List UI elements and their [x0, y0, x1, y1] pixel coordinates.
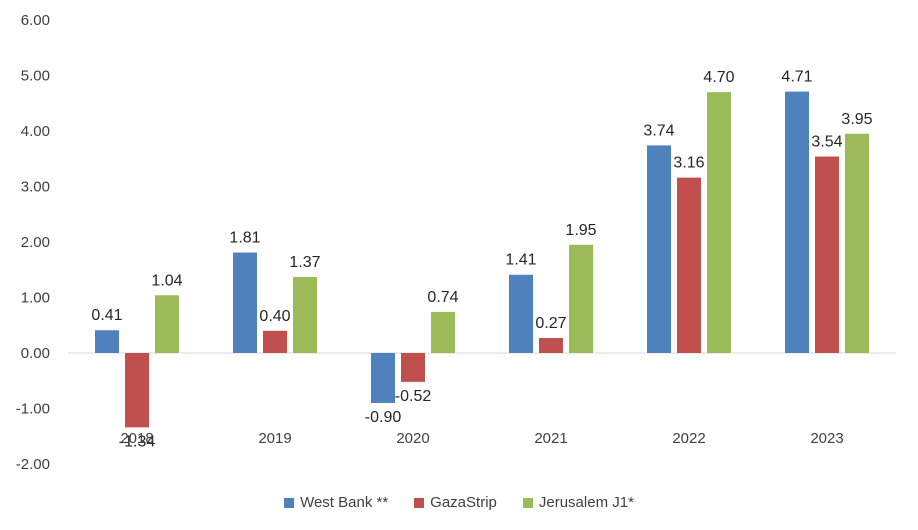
data-label: 0.40	[259, 308, 290, 325]
x-tick-label: 2022	[672, 430, 705, 447]
data-label: -0.52	[395, 388, 432, 405]
data-label: 0.74	[427, 289, 458, 306]
legend-swatch-west-bank	[284, 497, 295, 508]
data-label: -0.90	[365, 409, 402, 426]
bar-2021-series-0	[509, 274, 533, 353]
legend-swatch-jerusalem	[522, 497, 533, 508]
legend: West Bank ** GazaStrip Jerusalem J1*	[0, 494, 918, 511]
data-label: 3.95	[841, 111, 872, 128]
data-label: 1.81	[229, 230, 260, 247]
data-label: 1.95	[565, 222, 596, 239]
legend-label-jerusalem: Jerusalem J1*	[538, 494, 634, 511]
bar-2019-series-0	[233, 252, 257, 353]
bar-2018-series-1	[125, 353, 149, 428]
data-label: 1.04	[151, 272, 182, 289]
legend-item-jerusalem: Jerusalem J1*	[522, 494, 634, 511]
y-tick-label: 3.00	[21, 179, 50, 196]
bar-chart: 6.00 5.00 4.00 3.00 2.00 1.00 0.00 -1.00 -2.00 0.…	[16, 12, 896, 473]
y-tick-label: 4.00	[21, 123, 50, 140]
x-tick-label: 2023	[810, 430, 843, 447]
y-tick-label: -2.00	[16, 456, 50, 473]
y-tick-label: 1.00	[21, 290, 50, 307]
data-label: 4.70	[703, 69, 734, 86]
y-tick-label: 6.00	[21, 12, 50, 29]
y-tick-label: 2.00	[21, 234, 50, 251]
bar-2020-series-0	[371, 353, 395, 403]
bar-2023-series-1	[815, 156, 839, 353]
bar-2018-series-0	[95, 330, 119, 353]
x-tick-label: 2019	[258, 430, 291, 447]
bar-2021-series-2	[569, 244, 593, 353]
data-label: 3.74	[643, 122, 674, 139]
data-label: 4.71	[781, 69, 812, 86]
data-label: 1.37	[289, 254, 320, 271]
bar-2022-series-0	[647, 145, 671, 353]
bar-2018-series-2	[155, 295, 179, 353]
x-tick-label: 2021	[534, 430, 567, 447]
x-tick-label: 2020	[396, 430, 429, 447]
data-label: 3.54	[811, 134, 842, 151]
legend-label-gaza-strip: GazaStrip	[430, 494, 497, 511]
y-tick-label: 5.00	[21, 68, 50, 85]
bar-2019-series-1	[263, 330, 287, 353]
bar-2023-series-0	[785, 91, 809, 353]
legend-swatch-gaza-strip	[414, 497, 425, 508]
x-tick-label: 2018	[120, 430, 153, 447]
legend-item-west-bank: West Bank **	[284, 494, 388, 511]
bar-2020-series-1	[401, 353, 425, 382]
bar-2020-series-2	[431, 311, 455, 353]
y-tick-label: 0.00	[21, 345, 50, 362]
bar-2021-series-1	[539, 338, 563, 353]
legend-label-west-bank: West Bank **	[300, 494, 389, 511]
data-label: 0.41	[91, 307, 122, 324]
data-label: 3.16	[673, 155, 704, 172]
bar-2022-series-1	[677, 177, 701, 353]
data-label: 0.27	[535, 315, 566, 332]
bar-2022-series-2	[707, 92, 731, 354]
bar-2023-series-2	[845, 133, 869, 353]
legend-item-gaza-strip: GazaStrip	[414, 494, 497, 511]
data-label: -1.34	[119, 433, 156, 450]
bar-2019-series-2	[293, 276, 317, 353]
data-label: 1.41	[505, 252, 536, 269]
y-tick-label: -1.00	[16, 401, 50, 418]
